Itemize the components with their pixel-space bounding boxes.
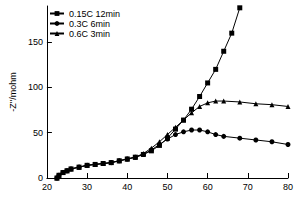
svg-text:0.15C 12min: 0.15C 12min bbox=[69, 9, 120, 19]
svg-text:0.3C 6min: 0.3C 6min bbox=[69, 19, 110, 29]
svg-text:70: 70 bbox=[243, 182, 253, 192]
svg-text:0.6C 3min: 0.6C 3min bbox=[69, 29, 110, 39]
svg-text:20: 20 bbox=[42, 182, 52, 192]
svg-text:60: 60 bbox=[203, 182, 213, 192]
svg-text:50: 50 bbox=[33, 128, 43, 138]
svg-text:80: 80 bbox=[283, 182, 293, 192]
svg-text:50: 50 bbox=[162, 182, 172, 192]
svg-text:40: 40 bbox=[122, 182, 132, 192]
svg-text:100: 100 bbox=[28, 82, 43, 92]
svg-text:0: 0 bbox=[37, 173, 43, 183]
svg-text:30: 30 bbox=[82, 182, 92, 192]
svg-text:150: 150 bbox=[28, 37, 43, 47]
svg-text:-Z''/mohm: -Z''/mohm bbox=[8, 72, 18, 111]
